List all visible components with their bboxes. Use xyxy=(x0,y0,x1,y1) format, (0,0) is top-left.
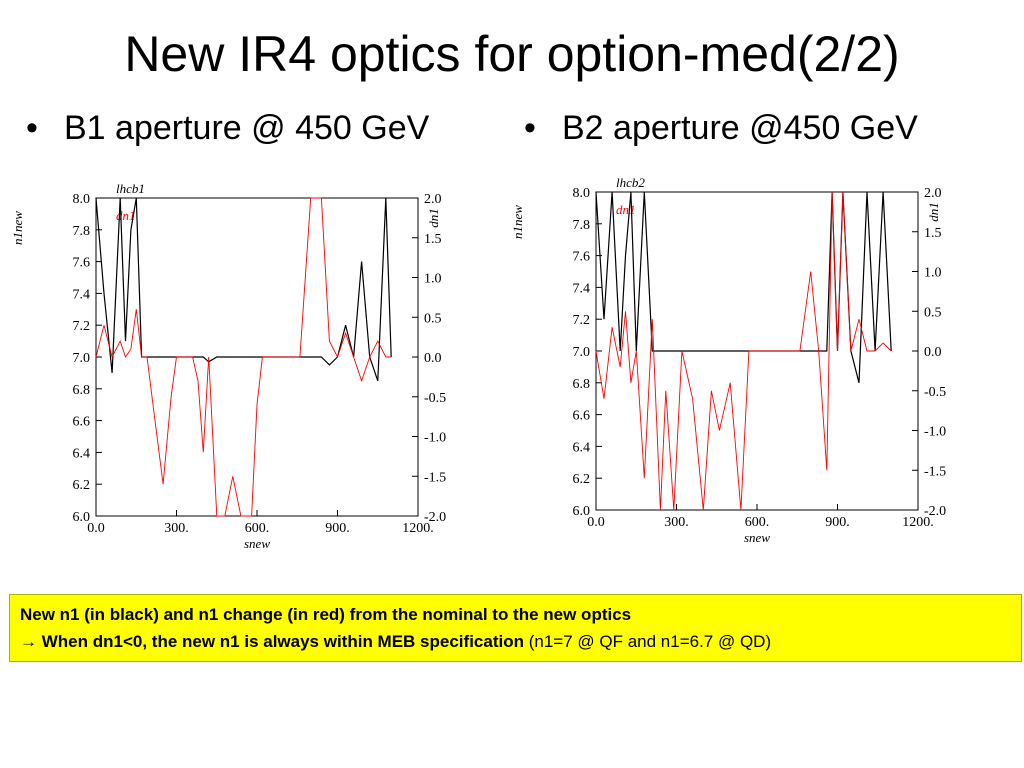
aperture-plot-b2: 8.0 7.8 7.6 7.4 7.2 7.0 6.8 6.6 6.4 6.2 6.0 2.0 1.5 1… xyxy=(508,170,948,562)
bullet-b1-aperture: • B1 aperture @ 450 GeV xyxy=(26,104,429,152)
y-tick-label-right: -0.5 xyxy=(424,391,446,406)
bullet-marker: • xyxy=(26,109,38,147)
y-tick-label-left: 6.6 xyxy=(573,409,591,424)
y-tick-label-left: 6.6 xyxy=(73,415,91,430)
x-axis-label: snew xyxy=(744,530,770,545)
y-tick-label-right: -1.5 xyxy=(424,470,446,485)
series-line-n1new xyxy=(95,197,392,382)
arrow-icon: → xyxy=(20,632,37,651)
x-tick-label: 0.0 xyxy=(587,515,605,530)
y-tick-label-left: 7.6 xyxy=(73,256,91,271)
x-tick-label: 600. xyxy=(745,515,770,530)
slide-title: New IR4 optics for option-med(2/2) xyxy=(124,26,900,82)
y-tick-label-left: 7.2 xyxy=(73,319,91,334)
y-tick-label-left: 6.4 xyxy=(73,446,91,461)
x-axis-label: snew xyxy=(244,536,270,551)
bullet-b2-aperture: • B2 aperture @450 GeV xyxy=(524,104,918,152)
x-tick-label: 1200. xyxy=(402,521,434,536)
y-tick-label-right: 0.0 xyxy=(424,351,442,366)
plot-label: lhcb1 xyxy=(116,181,145,196)
summary-note-box: New n1 (in black) and n1 change (in red)… xyxy=(9,594,1022,662)
series-line-dn1 xyxy=(595,191,892,511)
x-tick-label: 300. xyxy=(664,515,689,530)
note-line-2-normal: (n1=7 @ QF and n1=6.7 @ QD) xyxy=(523,632,772,651)
y-tick-label-left: 6.2 xyxy=(73,478,91,493)
series-label: dn1 xyxy=(616,202,636,217)
aperture-plot-b1: 8.0 7.8 7.6 7.4 7.2 7.0 6.8 6.6 6.4 6.2 6.0 2.0 1.5 1… xyxy=(8,176,448,568)
x-tick-label: 1200. xyxy=(902,515,934,530)
y-axis-label-right: dn1 xyxy=(426,208,441,228)
y-tick-label-right: 0.5 xyxy=(424,311,442,326)
y-tick-label-left: 7.2 xyxy=(573,313,591,328)
y-tick-label-right: -1.0 xyxy=(924,425,946,440)
bullet-marker: • xyxy=(524,109,536,147)
plot-label: lhcb2 xyxy=(616,175,645,190)
y-tick-label-left: 6.8 xyxy=(73,383,91,398)
y-tick-label-left: 6.0 xyxy=(73,510,91,525)
y-tick-label-right: 2.0 xyxy=(924,186,942,201)
y-tick-label-right: -1.0 xyxy=(424,431,446,446)
x-tick-label: 900. xyxy=(325,521,350,536)
note-line-1-text: New n1 (in black) and n1 change (in red)… xyxy=(20,605,632,624)
x-tick-label: 900. xyxy=(825,515,850,530)
y-tick-label-right: 0.5 xyxy=(924,305,942,320)
y-tick-label-left: 7.0 xyxy=(573,345,591,360)
y-tick-label-left: 7.8 xyxy=(73,224,91,239)
note-line-1: New n1 (in black) and n1 change (in red)… xyxy=(20,601,1013,628)
y-tick-label-right: 1.0 xyxy=(924,266,942,281)
note-line-2-bold: When dn1<0, the new n1 is always within … xyxy=(41,632,524,651)
series-line-n1new xyxy=(595,191,892,383)
y-tick-label-left: 8.0 xyxy=(573,186,591,201)
y-tick-label-right: 1.5 xyxy=(424,232,442,247)
y-tick-label-left: 7.6 xyxy=(573,250,591,265)
bullet-text: B1 aperture @ 450 GeV xyxy=(64,109,430,147)
y-tick-label-right: 1.0 xyxy=(424,272,442,287)
bullet-text: B2 aperture @450 GeV xyxy=(562,109,918,147)
y-tick-label-right: -2.0 xyxy=(424,510,446,525)
y-tick-label-left: 7.4 xyxy=(73,287,91,302)
y-tick-label-left: 6.2 xyxy=(573,472,591,487)
y-tick-label-left: 7.0 xyxy=(73,351,91,366)
x-tick-label: 0.0 xyxy=(87,521,105,536)
y-tick-label-right: -2.0 xyxy=(924,504,946,519)
y-tick-label-right: 2.0 xyxy=(424,192,442,207)
y-axis-label-right: dn1 xyxy=(926,202,941,222)
x-tick-label: 300. xyxy=(164,521,189,536)
y-tick-label-right: 1.5 xyxy=(924,226,942,241)
y-tick-label-right: -1.5 xyxy=(924,464,946,479)
note-line-2: → When dn1<0, the new n1 is always withi… xyxy=(20,628,1013,655)
y-tick-label-left: 6.4 xyxy=(573,440,591,455)
y-tick-label-left: 7.8 xyxy=(573,218,591,233)
y-axis-label-left: n1new xyxy=(10,211,25,245)
series-line-dn1 xyxy=(95,197,392,517)
y-tick-label-left: 6.0 xyxy=(573,504,591,519)
y-tick-label-left: 8.0 xyxy=(73,192,91,207)
plot-svg: 8.0 7.8 7.6 7.4 7.2 7.0 6.8 6.6 6.4 6.2 6.0 2.0 1.5 1… xyxy=(510,175,946,545)
y-tick-label-left: 7.4 xyxy=(573,281,591,296)
plot-svg: 8.0 7.8 7.6 7.4 7.2 7.0 6.8 6.6 6.4 6.2 6.0 2.0 1.5 1… xyxy=(10,181,446,551)
y-axis-label-left: n1new xyxy=(510,205,525,239)
y-tick-label-left: 6.8 xyxy=(573,377,591,392)
y-tick-label-right: 0.0 xyxy=(924,345,942,360)
y-tick-label-right: -0.5 xyxy=(924,385,946,400)
x-tick-label: 600. xyxy=(245,521,270,536)
